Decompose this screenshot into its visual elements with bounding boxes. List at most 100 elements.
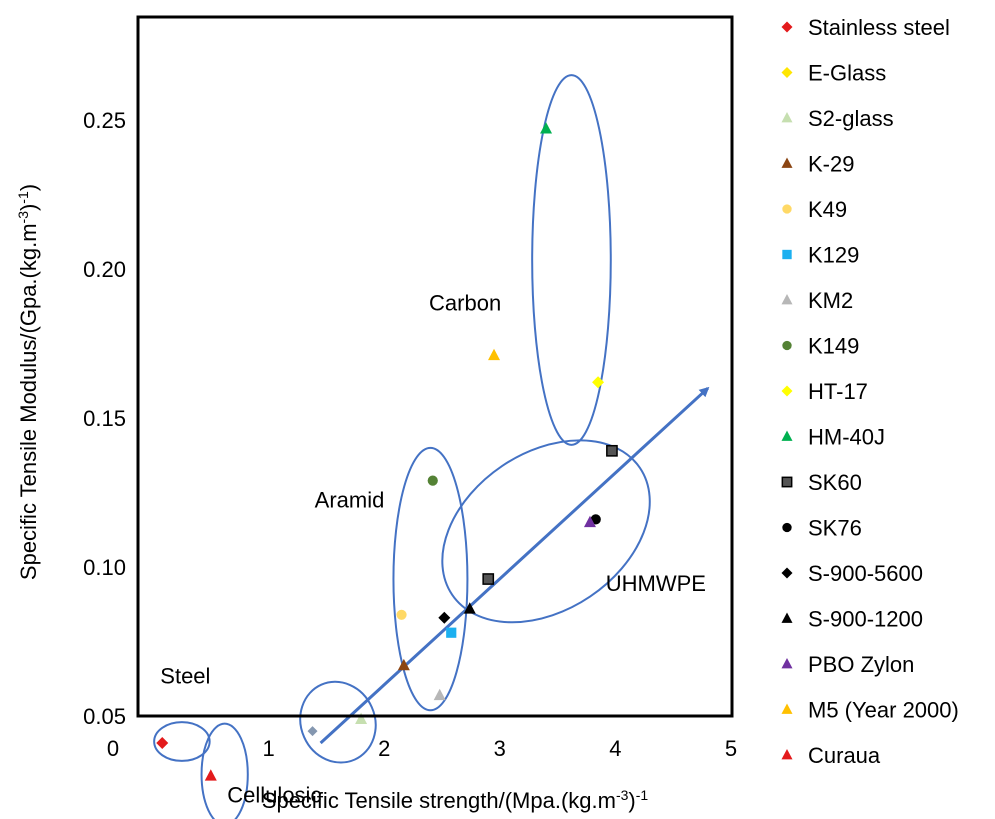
legend-label: K-29 <box>808 152 854 177</box>
x-tick-label: 2 <box>378 736 390 761</box>
annotation-uhmwpe: UHMWPE <box>606 571 706 596</box>
legend-marker-s-900-5600 <box>781 567 793 579</box>
point-sk60 <box>606 444 618 457</box>
trend-arrow <box>319 386 710 745</box>
point-k129 <box>446 627 457 638</box>
legend-label: K129 <box>808 243 859 268</box>
legend-item-sk76: SK76 <box>782 516 862 541</box>
point-hm-40j <box>540 122 553 134</box>
legend-marker-k149 <box>782 340 792 351</box>
legend-item-hm-40j: HM-40J <box>781 425 885 450</box>
legend-item-ht-17: HT-17 <box>781 379 868 404</box>
legend-item-k129: K129 <box>782 243 859 268</box>
legend-marker-sk76 <box>782 522 792 533</box>
legend-label: HT-17 <box>808 379 868 404</box>
y-tick-label: 0.25 <box>83 108 126 133</box>
ellipse-cellulosic <box>299 680 377 764</box>
legend-label: S-900-1200 <box>808 607 923 632</box>
y-tick-label: 0.05 <box>83 704 126 729</box>
ellipse-aramid <box>392 446 469 712</box>
legend-marker-k-29 <box>781 157 793 168</box>
legend-marker-k129 <box>782 249 792 260</box>
legend-item-s-900-1200: S-900-1200 <box>781 607 923 632</box>
legend-marker-curaua <box>781 748 793 760</box>
x-axis-title: Specific Tensile strength/(Mpa.(kg.m-3)-… <box>262 787 649 813</box>
legend-item-k-29: K-29 <box>781 152 854 177</box>
point-k-29 <box>397 658 410 671</box>
point-ht-17 <box>592 376 605 389</box>
group-annotations: Carbon Aramid UHMWPE Steel Cellulosic <box>160 291 706 808</box>
legend-item-s-900-5600: S-900-5600 <box>781 561 923 586</box>
y-axis-ticks: 0.050.100.150.200.250.30 <box>83 108 126 729</box>
point-m5-year-2000 <box>488 348 501 361</box>
y-tick-label: 0.20 <box>83 257 126 282</box>
legend-label: K49 <box>808 197 847 222</box>
ellipse-steel <box>153 721 211 762</box>
point-sk60 <box>482 573 495 585</box>
legend-item-e-glass: E-Glass <box>781 61 886 86</box>
legend-item-km2: KM2 <box>781 288 853 313</box>
annotation-steel: Steel <box>160 663 210 688</box>
x-tick-label: 3 <box>494 736 506 761</box>
point-pbo-zylon <box>583 515 596 528</box>
legend-marker-sk60 <box>781 476 793 488</box>
ellipse-curaua <box>200 722 249 819</box>
legend-marker-m5-year-2000 <box>781 703 793 714</box>
x-tick-label: 0 <box>107 736 119 761</box>
legend-item-stainless-steel: Stainless steel <box>781 15 950 40</box>
point-s2-glass <box>355 712 368 724</box>
legend-marker-e-glass <box>781 67 793 78</box>
point-unlabeled <box>307 726 318 737</box>
legend-label: M5 (Year 2000) <box>808 698 959 723</box>
ellipse-uhmwpe <box>441 439 651 624</box>
y-tick-label: 0.10 <box>83 555 126 580</box>
legend-label: KM2 <box>808 288 853 313</box>
legend-marker-pbo-zylon <box>781 657 793 669</box>
point-stainless-steel <box>156 737 169 750</box>
x-axis-ticks: 0 1 2 3 4 5 <box>107 736 737 761</box>
y-tick-label: 0.15 <box>83 406 126 431</box>
annotation-carbon: Carbon <box>429 291 501 316</box>
legend-label: Stainless steel <box>808 15 950 40</box>
annotation-aramid: Aramid <box>315 487 385 512</box>
legend-item-curaua: Curaua <box>781 743 881 768</box>
annotation-cellulosic: Cellulosic <box>227 783 321 808</box>
point-k49 <box>396 609 407 620</box>
x-tick-label: 4 <box>609 736 621 761</box>
legend-marker-s-900-1200 <box>781 612 793 623</box>
ellipse-carbon <box>531 74 612 446</box>
legend-marker-ht-17 <box>781 385 793 397</box>
legend-label: K149 <box>808 334 859 359</box>
x-tick-label: 1 <box>262 736 274 761</box>
legend-item-s2-glass: S2-glass <box>781 106 894 131</box>
legend-label: PBO Zylon <box>808 652 914 677</box>
legend-marker-s2-glass <box>781 111 793 123</box>
point-km2 <box>433 688 446 701</box>
data-points <box>156 122 618 781</box>
legend-item-pbo-zylon: PBO Zylon <box>781 652 914 677</box>
legend-item-m5-year-2000: M5 (Year 2000) <box>781 698 959 723</box>
legend-item-sk60: SK60 <box>781 470 862 495</box>
legend-label: S-900-5600 <box>808 561 923 586</box>
point-s-900-1200 <box>463 602 476 614</box>
legend: Stainless steel E-Glass S2-glass K-29 K49 K12… <box>781 15 959 768</box>
point-curaua <box>204 769 217 781</box>
legend-label: E-Glass <box>808 61 886 86</box>
point-k149 <box>427 475 438 486</box>
legend-label: SK60 <box>808 470 862 495</box>
plot-area-frame <box>136 15 734 718</box>
legend-item-k149: K149 <box>782 334 859 359</box>
legend-marker-k49 <box>782 204 792 214</box>
trend-arrow-line <box>319 386 710 745</box>
legend-marker-hm-40j <box>781 430 793 441</box>
x-tick-label: 5 <box>725 736 737 761</box>
legend-item-k49: K49 <box>782 197 847 222</box>
y-axis-title: Specific Tensile Modulus/(Gpa.(kg.m-3)-1… <box>15 184 41 580</box>
group-ellipses <box>153 74 651 819</box>
legend-label: HM-40J <box>808 425 885 450</box>
point-s-900-5600 <box>438 611 451 624</box>
legend-label: SK76 <box>808 516 862 541</box>
legend-label: S2-glass <box>808 106 894 131</box>
legend-marker-stainless-steel <box>781 21 793 33</box>
